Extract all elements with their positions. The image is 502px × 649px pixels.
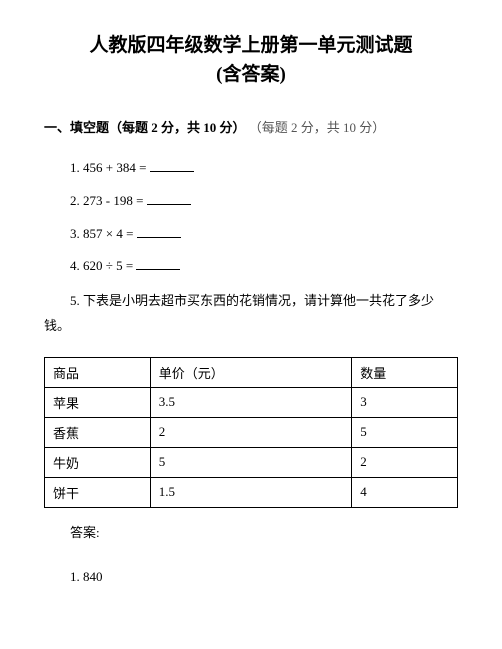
question-3: 3. 857 × 4 =: [70, 224, 458, 245]
cell-product: 牛奶: [45, 447, 151, 477]
table-row: 饼干 1.5 4: [45, 477, 458, 507]
cell-price: 3.5: [150, 387, 352, 417]
table-header-row: 商品 单价（元） 数量: [45, 357, 458, 387]
section-header: 一、填空题（每题 2 分，共 10 分） （每题 2 分，共 10 分）: [44, 117, 458, 136]
answer-label: 答案:: [70, 522, 458, 541]
cell-qty: 2: [352, 447, 458, 477]
cell-qty: 3: [352, 387, 458, 417]
answer-1: 1. 840: [70, 569, 458, 585]
q1-text: 1. 456 + 384 =: [70, 160, 150, 175]
question-2: 2. 273 - 198 =: [70, 191, 458, 212]
section-light: （每题 2 分，共 10 分）: [249, 120, 386, 135]
cell-price: 1.5: [150, 477, 352, 507]
title-line-2: (含答案): [44, 61, 458, 90]
th-product: 商品: [45, 357, 151, 387]
th-qty: 数量: [352, 357, 458, 387]
cell-price: 2: [150, 417, 352, 447]
q3-text: 3. 857 × 4 =: [70, 226, 137, 241]
cell-qty: 4: [352, 477, 458, 507]
q1-blank: [150, 159, 194, 172]
question-1: 1. 456 + 384 =: [70, 158, 458, 179]
section-bold: 一、填空题（每题 2 分，共 10 分）: [44, 120, 246, 135]
q2-blank: [147, 192, 191, 205]
q3-blank: [137, 225, 181, 238]
table-row: 香蕉 2 5: [45, 417, 458, 447]
cell-price: 5: [150, 447, 352, 477]
question-5: 5. 下表是小明去超市买东西的花销情况，请计算他一共花了多少钱。: [44, 289, 458, 338]
cell-product: 苹果: [45, 387, 151, 417]
q2-text: 2. 273 - 198 =: [70, 193, 147, 208]
table-row: 牛奶 5 2: [45, 447, 458, 477]
th-price: 单价（元）: [150, 357, 352, 387]
title-line-1: 人教版四年级数学上册第一单元测试题: [44, 32, 458, 61]
page-title: 人教版四年级数学上册第一单元测试题 (含答案): [44, 32, 458, 89]
q4-text: 4. 620 ÷ 5 =: [70, 258, 136, 273]
cell-product: 香蕉: [45, 417, 151, 447]
table-row: 苹果 3.5 3: [45, 387, 458, 417]
cell-qty: 5: [352, 417, 458, 447]
question-4: 4. 620 ÷ 5 =: [70, 256, 458, 277]
q4-blank: [136, 257, 180, 270]
purchase-table: 商品 单价（元） 数量 苹果 3.5 3 香蕉 2 5 牛奶 5 2 饼干 1.…: [44, 357, 458, 508]
cell-product: 饼干: [45, 477, 151, 507]
